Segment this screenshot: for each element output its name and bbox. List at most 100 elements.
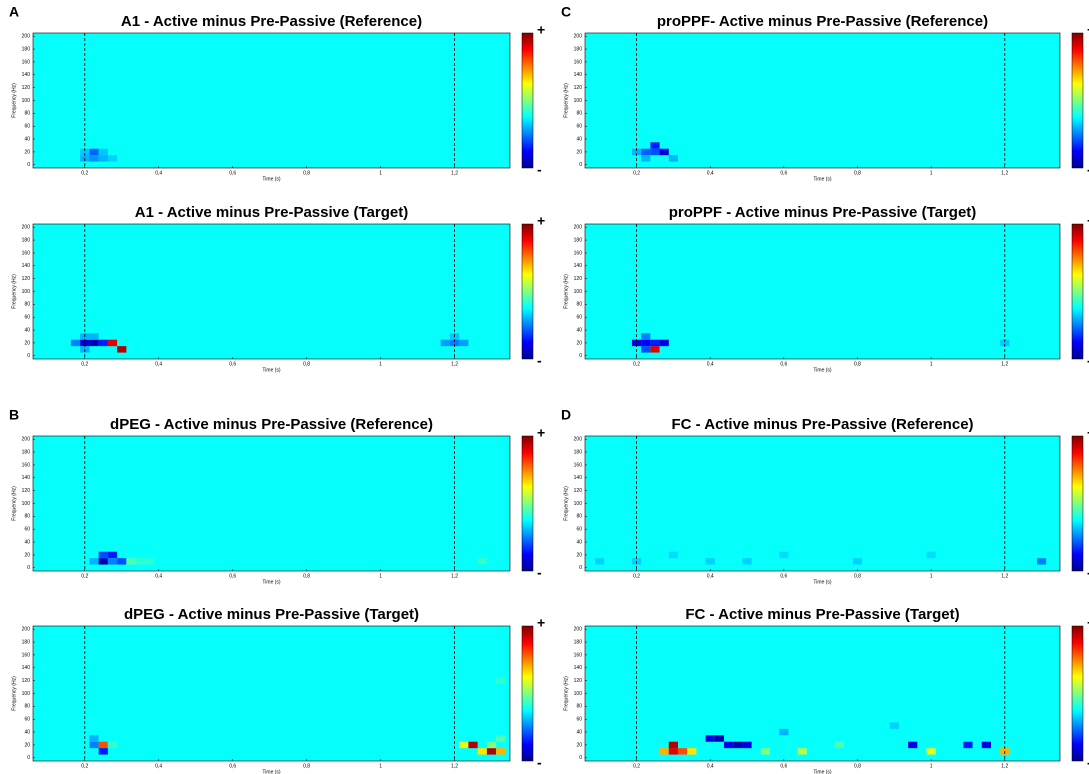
x-tick-label: 1,2 <box>1001 170 1008 176</box>
x-tick-label: 0,2 <box>81 763 88 769</box>
x-tick-label: 0,4 <box>707 170 714 176</box>
x-tick-label: 0,4 <box>707 763 714 769</box>
y-tick-label: 100 <box>22 98 31 104</box>
heat-cell <box>760 748 771 755</box>
colorbar-max: + <box>1087 213 1089 229</box>
y-tick-label: 160 <box>574 250 583 256</box>
heat-cell <box>486 748 497 755</box>
x-tick-label: 0,4 <box>155 170 162 176</box>
heat-cell <box>89 558 99 565</box>
plot-background <box>585 33 1060 168</box>
colorbar-min: - <box>1087 565 1089 581</box>
y-tick-label: 60 <box>576 717 582 723</box>
panel-title: dPEG - Active minus Pre-Passive (Referen… <box>110 416 433 433</box>
y-tick-label: 20 <box>24 149 30 155</box>
y-axis-label: Frequency (Hz) <box>11 83 17 118</box>
y-tick-label: 200 <box>22 225 31 231</box>
y-axis-label: Frequency (Hz) <box>11 274 17 309</box>
heat-cell <box>631 148 642 156</box>
x-tick-label: 1,2 <box>1001 361 1008 367</box>
y-tick-label: 0 <box>579 353 582 359</box>
y-tick-label: 20 <box>576 149 582 155</box>
y-axis-label: Frequency (Hz) <box>11 486 17 521</box>
y-tick-label: 180 <box>574 237 583 243</box>
y-tick-label: 60 <box>24 717 30 723</box>
heat-cell <box>641 346 651 353</box>
panel-letter: C <box>561 4 571 20</box>
x-tick-label: 0,6 <box>780 361 787 367</box>
colorbar-min: - <box>537 353 542 369</box>
heat-cell <box>1000 339 1010 347</box>
y-tick-label: 140 <box>22 475 31 481</box>
y-tick-label: 120 <box>574 488 583 494</box>
heat-cell <box>496 677 506 684</box>
heat-cell <box>107 339 118 347</box>
y-axis-label: Frequency (Hz) <box>563 274 569 309</box>
x-tick-label: 0,6 <box>229 170 236 176</box>
heat-cell <box>834 741 844 749</box>
y-tick-label: 100 <box>22 289 31 295</box>
y-tick-label: 180 <box>22 46 31 52</box>
heat-cell <box>779 551 789 559</box>
heat-cell <box>668 748 678 755</box>
y-tick-label: 20 <box>24 340 30 346</box>
heat-cell <box>98 551 108 559</box>
y-tick-label: 20 <box>576 552 582 558</box>
x-axis-label: Time (s) <box>813 176 831 182</box>
y-tick-label: 200 <box>22 34 31 40</box>
heat-cell <box>98 558 108 565</box>
colorbar-max: + <box>1087 425 1089 441</box>
y-tick-label: 80 <box>24 704 30 710</box>
colorbar <box>521 223 534 360</box>
y-tick-label: 200 <box>574 437 583 443</box>
heat-cell <box>89 148 99 156</box>
x-tick-label: 1 <box>379 170 382 176</box>
x-tick-label: 1 <box>930 361 933 367</box>
x-tick-label: 1 <box>930 573 933 579</box>
x-tick-label: 0,2 <box>81 573 88 579</box>
y-tick-label: 120 <box>574 85 583 91</box>
colorbar-max: + <box>1087 615 1089 631</box>
y-tick-label: 60 <box>576 527 582 533</box>
heat-cell <box>641 339 651 347</box>
heat-cell <box>908 741 918 749</box>
heat-cell <box>733 741 743 749</box>
x-tick-label: 0,8 <box>854 573 861 579</box>
plot-background <box>33 224 510 359</box>
y-tick-label: 160 <box>574 652 583 658</box>
heat-cell <box>89 155 99 162</box>
heat-cell <box>659 748 669 755</box>
colorbar-max: + <box>537 425 545 441</box>
heat-cell <box>1036 558 1047 565</box>
x-tick-label: 0,6 <box>229 763 236 769</box>
heat-cell <box>89 735 99 742</box>
x-tick-label: 1,2 <box>451 763 458 769</box>
y-tick-label: 200 <box>22 627 31 633</box>
colorbar-max: + <box>1087 22 1089 38</box>
heat-cell <box>779 728 789 736</box>
y-tick-label: 0 <box>579 162 582 168</box>
heat-cell <box>926 551 936 559</box>
y-tick-label: 140 <box>22 72 31 78</box>
x-tick-label: 1,2 <box>451 573 458 579</box>
x-tick-label: 0,2 <box>81 361 88 367</box>
y-tick-label: 200 <box>574 34 583 40</box>
y-tick-label: 180 <box>22 237 31 243</box>
heat-cell <box>595 558 605 565</box>
colorbar-max: + <box>537 22 545 38</box>
y-tick-label: 80 <box>576 514 582 520</box>
y-tick-label: 160 <box>22 250 31 256</box>
x-axis-label: Time (s) <box>262 579 280 585</box>
x-tick-label: 0,4 <box>707 361 714 367</box>
heat-cell <box>659 148 669 156</box>
colorbar-min: - <box>537 162 542 178</box>
heat-cell <box>641 333 651 340</box>
panel-title: dPEG - Active minus Pre-Passive (Target) <box>124 606 419 623</box>
plot-background <box>33 436 510 571</box>
y-tick-label: 120 <box>22 276 31 282</box>
colorbar <box>521 435 534 572</box>
heat-cell <box>631 339 642 347</box>
y-tick-label: 40 <box>576 327 582 333</box>
y-tick-label: 80 <box>576 302 582 308</box>
